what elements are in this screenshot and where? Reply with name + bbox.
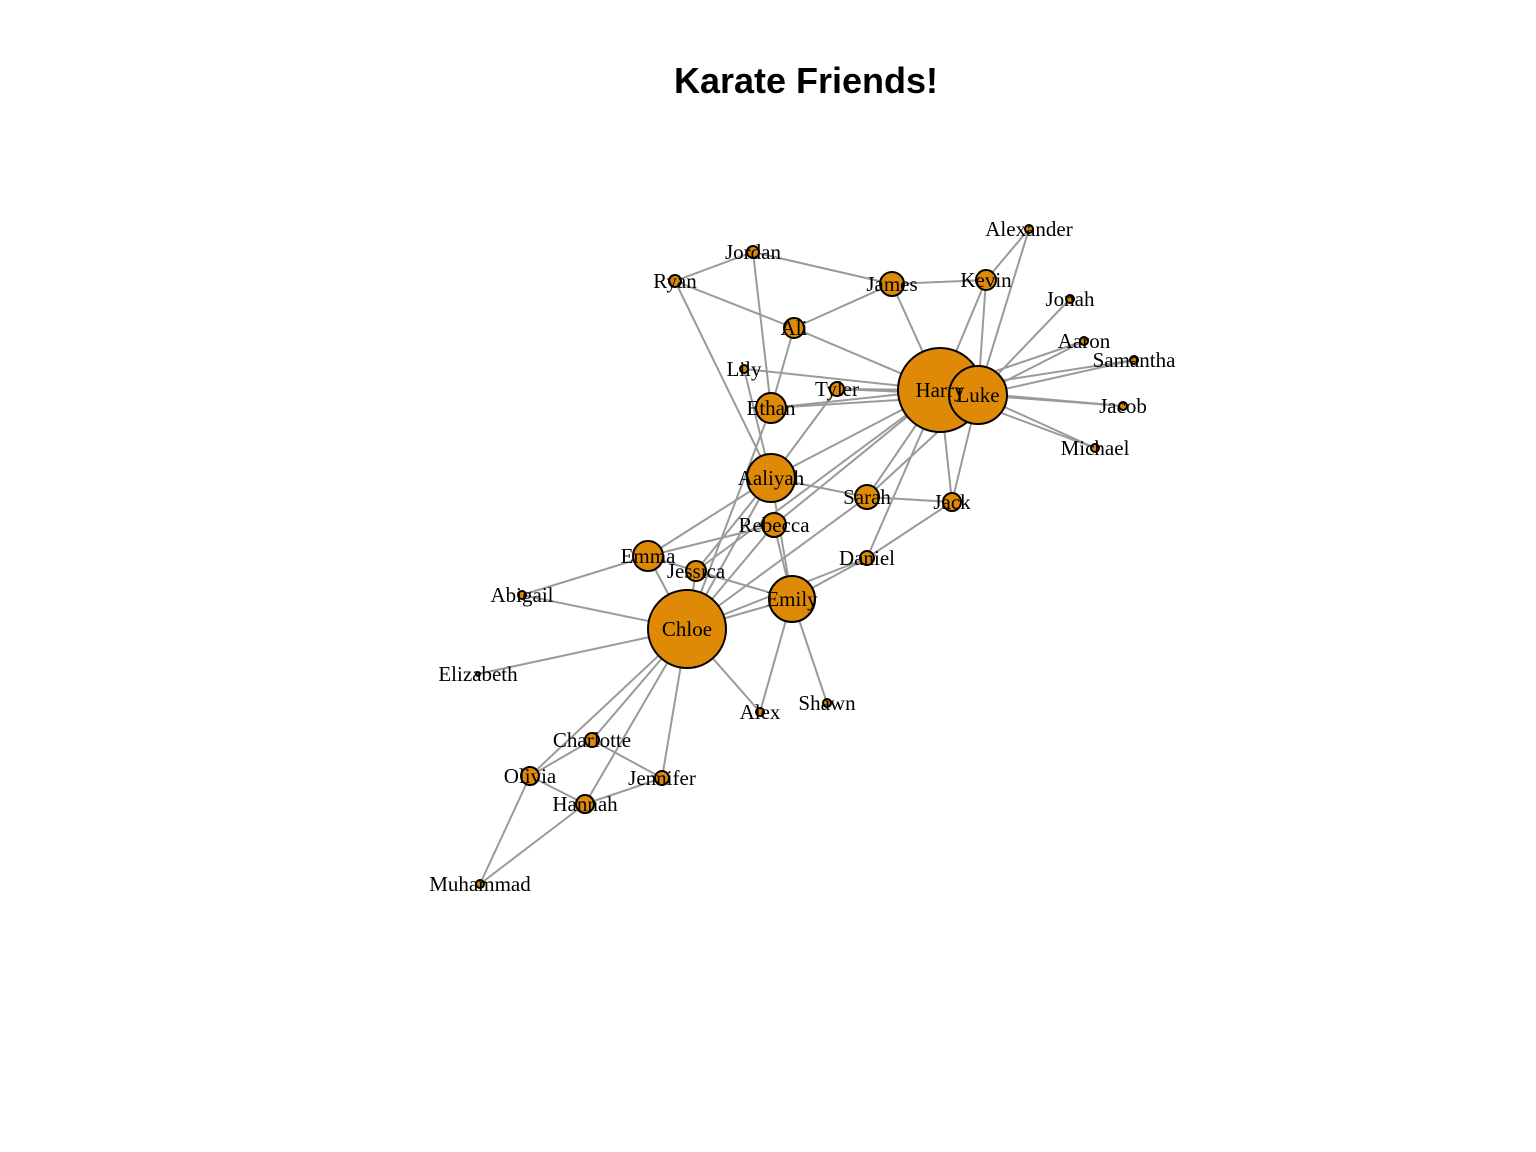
node-jennifer (654, 770, 670, 786)
node-jonah (1065, 294, 1075, 304)
node-tyler (829, 381, 845, 397)
node-jessica (685, 560, 707, 582)
node-label-ali: Ali (781, 316, 808, 340)
node-aaliyah (746, 453, 796, 503)
nodes-layer (475, 224, 1139, 889)
node-shawn (822, 698, 832, 708)
node-luke (948, 365, 1008, 425)
node-hannah (575, 794, 595, 814)
node-label-tyler: Tyler (815, 377, 859, 401)
node-ali (783, 317, 805, 339)
node-kevin (975, 269, 997, 291)
node-daniel (859, 550, 875, 566)
node-ethan (755, 392, 787, 424)
node-michael (1090, 443, 1100, 453)
edge-jordan-ethan (752, 251, 772, 409)
node-lily (739, 364, 749, 374)
edge-jack-daniel (866, 501, 953, 559)
edge-hannah-muhammad (479, 803, 586, 885)
node-abigail (517, 590, 527, 600)
node-label-jack: Jack (933, 490, 971, 514)
node-label-lily: Lily (727, 357, 762, 381)
edge-jordan-ryan (674, 251, 754, 282)
edge-rebecca-emma (647, 524, 775, 557)
edge-harry-jessica (695, 389, 941, 572)
edge-kevin-james (891, 279, 987, 285)
edge-ali-james (793, 283, 893, 329)
node-jack (942, 492, 962, 512)
node-label-chloe: Chloe (662, 617, 712, 641)
node-rebecca (761, 512, 787, 538)
node-muhammad (475, 879, 485, 889)
node-label-rebecca: Rebecca (738, 513, 810, 537)
node-label-samantha: Samantha (1093, 348, 1176, 372)
node-label-emily: Emily (766, 587, 818, 611)
node-label-james: James (866, 272, 917, 296)
node-sarah (854, 484, 880, 510)
node-label-hannah: Hannah (552, 792, 618, 816)
node-emily (768, 575, 816, 623)
node-elizabeth (475, 671, 481, 677)
node-samantha (1129, 355, 1139, 365)
edge-jordan-james (752, 251, 893, 285)
node-label-charlotte: Charlotte (553, 728, 631, 752)
node-label-ethan: Ethan (747, 396, 796, 420)
node-label-elizabeth: Elizabeth (438, 662, 518, 686)
node-label-jennifer: Jennifer (628, 766, 696, 790)
node-label-kevin: Kevin (960, 268, 1012, 292)
node-chloe (647, 589, 727, 669)
node-label-harry: Harry (916, 378, 965, 402)
node-label-shawn: Shawn (798, 691, 856, 715)
graph-title: Karate Friends! (674, 60, 938, 101)
edge-charlotte-jennifer (591, 739, 663, 779)
node-label-aaron: Aaron (1058, 329, 1111, 353)
edge-hannah-jennifer (584, 777, 663, 805)
node-label-olivia: Olivia (504, 764, 557, 788)
node-label-jonah: Jonah (1046, 287, 1095, 311)
edge-olivia-muhammad (479, 775, 531, 885)
edge-charlotte-olivia (529, 739, 593, 777)
node-label-muhammad: Muhammad (429, 872, 531, 896)
node-label-emma: Emma (621, 544, 676, 568)
node-alex (755, 707, 765, 717)
node-aaron (1079, 336, 1089, 346)
node-label-jordan: Jordan (725, 240, 781, 264)
edge-olivia-hannah (529, 775, 586, 805)
edge-sarah-jack (866, 496, 953, 503)
node-emma (632, 540, 664, 572)
node-label-alex: Alex (740, 700, 781, 724)
node-label-abigail: Abigail (491, 583, 554, 607)
node-label-michael: Michael (1061, 436, 1130, 460)
edge-emma-abigail (521, 555, 649, 596)
edge-ryan-ali (674, 280, 795, 329)
node-label-daniel: Daniel (839, 546, 895, 570)
node-label-jacob: Jacob (1099, 394, 1147, 418)
node-label-luke: Luke (956, 383, 999, 407)
edge-ryan-aaliyah (674, 280, 772, 479)
node-charlotte (584, 732, 600, 748)
node-jordan (746, 245, 760, 259)
node-label-jessica: Jessica (667, 559, 726, 583)
node-jacob (1118, 401, 1128, 411)
node-james (879, 271, 905, 297)
node-label-sarah: Sarah (843, 485, 891, 509)
node-label-aaliyah: Aaliyah (738, 466, 805, 490)
node-alexander (1024, 224, 1034, 234)
node-ryan (668, 274, 682, 288)
node-label-ryan: Ryan (653, 269, 697, 293)
node-olivia (520, 766, 540, 786)
edge-kevin-alexander (985, 228, 1030, 281)
node-label-alexander: Alexander (985, 217, 1072, 241)
